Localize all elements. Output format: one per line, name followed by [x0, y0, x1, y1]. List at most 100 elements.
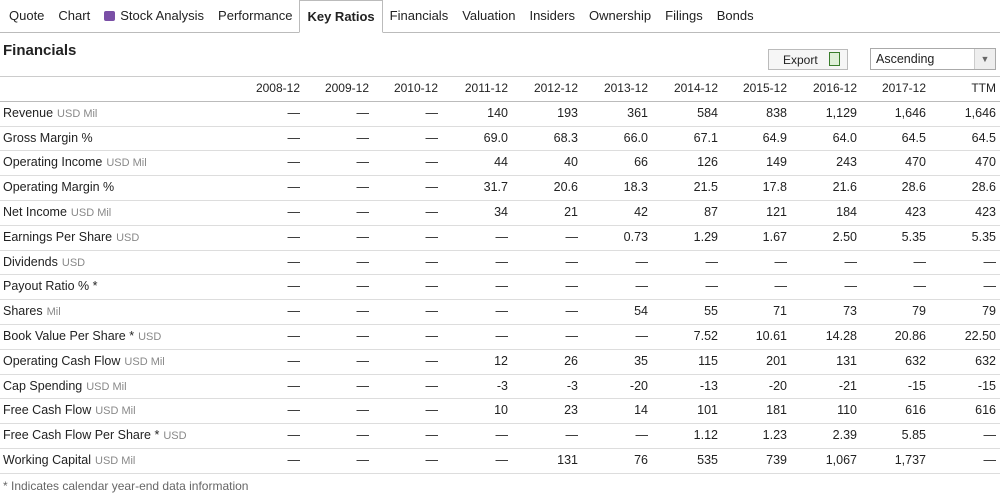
cell-value: —: [356, 254, 370, 269]
cell-value: 64.5: [901, 130, 926, 145]
cell-value: 632: [975, 353, 996, 368]
row-line: [0, 299, 1000, 301]
cell-value: 21.5: [693, 180, 718, 195]
cell-value: —: [287, 130, 301, 145]
cell-value: —: [425, 180, 439, 195]
row-unit: USD Mil: [124, 355, 165, 368]
cell-value: 1,737: [894, 453, 926, 467]
row-line: [0, 324, 1000, 325]
column-header: 2009-12: [324, 81, 369, 95]
cell-value: 5.85: [901, 428, 926, 443]
header-line: [0, 76, 1000, 77]
cell-value: 64.5: [971, 130, 996, 145]
cell-value: 1,646: [964, 105, 996, 120]
dropdown-arrow: ▼: [974, 49, 995, 69]
row-unit: Mil: [46, 306, 61, 319]
tab[interactable]: Bonds: [710, 0, 761, 32]
cell-value: —: [287, 180, 301, 195]
tab[interactable]: Ownership: [582, 0, 658, 32]
cell-value: 0.73: [623, 229, 648, 244]
cell-value: 28.6: [901, 180, 926, 195]
row-name: Earnings Per Share: [3, 229, 113, 244]
tab[interactable]: Financials: [383, 0, 456, 32]
row-unit: USD Mil: [70, 207, 112, 219]
row-label: Gross Margin %: [3, 126, 93, 150]
cell-value: —: [425, 353, 439, 368]
cell-value: —: [425, 403, 439, 418]
cell-value: —: [565, 304, 579, 319]
cell-value: 110: [837, 403, 857, 418]
cell-value: -13: [699, 378, 718, 393]
cell-value: 42: [634, 205, 648, 219]
tab[interactable]: Stock Analysis: [97, 0, 211, 32]
row-label: Cap Spending USD Mil: [3, 374, 127, 399]
cell-value: 149: [766, 155, 787, 170]
row-label: Earnings Per Share USD: [3, 225, 139, 250]
cell-value: 40: [564, 155, 578, 170]
row-name: Free Cash Flow Per Share *: [3, 428, 160, 443]
cell-value: —: [287, 353, 301, 368]
cell-value: 21: [564, 205, 578, 219]
column-header: 2008-12: [255, 81, 300, 95]
cell-value: 184: [836, 205, 857, 219]
cell-value: 68.3: [553, 130, 578, 145]
cell-value: 67.1: [693, 130, 718, 145]
row-line: [0, 175, 1000, 177]
cell-value: 470: [905, 155, 926, 170]
cell-value: 66: [634, 155, 648, 170]
section-title: Financials: [3, 42, 77, 59]
tab[interactable]: Insiders: [522, 0, 582, 32]
cell-value: —: [635, 428, 649, 443]
cell-value: —: [635, 254, 649, 269]
cell-value: 131: [836, 353, 857, 368]
tab[interactable]: Filings: [658, 0, 710, 32]
cell-value: 76: [634, 453, 648, 467]
cell-value: -20: [629, 378, 648, 393]
header-line: [0, 100, 1000, 102]
row-unit: USD: [61, 256, 86, 269]
tab[interactable]: Key Ratios: [299, 0, 383, 33]
cell-value: —: [425, 329, 439, 343]
cell-value: -20: [768, 378, 787, 393]
cell-value: 535: [697, 453, 718, 467]
row-name: Operating Income: [3, 155, 103, 170]
cell-value: 10.61: [755, 329, 787, 343]
cell-value: 20.6: [553, 180, 578, 195]
cell-value: —: [983, 428, 997, 443]
cell-value: —: [983, 279, 997, 294]
tab[interactable]: Chart: [51, 0, 97, 32]
cell-value: —: [425, 105, 439, 120]
tab-label: Valuation: [462, 8, 516, 23]
cell-value: —: [425, 205, 439, 219]
tab[interactable]: Quote: [2, 0, 51, 32]
cell-value: 131: [557, 453, 578, 467]
export-button[interactable]: Export: [768, 49, 848, 70]
tab[interactable]: Valuation: [455, 0, 522, 32]
cell-value: —: [425, 130, 439, 145]
cell-value: —: [913, 279, 927, 294]
cell-value: 87: [704, 205, 718, 219]
tab-label: Key Ratios: [307, 9, 375, 24]
cell-value: —: [425, 155, 439, 170]
cell-value: —: [983, 254, 997, 269]
cell-value: 1,129: [825, 105, 857, 120]
tab[interactable]: Performance: [211, 0, 299, 32]
cell-value: —: [356, 403, 370, 418]
tab-label: Bonds: [716, 8, 754, 23]
cell-value: —: [425, 304, 439, 319]
cell-value: -3: [566, 378, 578, 393]
cell-value: —: [495, 453, 509, 467]
cell-value: —: [983, 453, 997, 467]
row-label: Operating Cash Flow USD Mil: [3, 349, 165, 374]
cell-value: —: [356, 353, 370, 368]
row-name: Book Value Per Share *: [3, 329, 135, 343]
cell-value: —: [425, 378, 439, 393]
cell-value: 44: [494, 155, 508, 170]
column-header: 2010-12: [393, 81, 438, 95]
cell-value: 23: [564, 403, 578, 418]
sort-dropdown[interactable]: Ascending ▼: [870, 48, 996, 70]
cell-value: —: [495, 329, 509, 343]
cell-value: 14: [634, 403, 648, 418]
cell-value: —: [287, 329, 301, 343]
row-line: [0, 274, 1000, 276]
